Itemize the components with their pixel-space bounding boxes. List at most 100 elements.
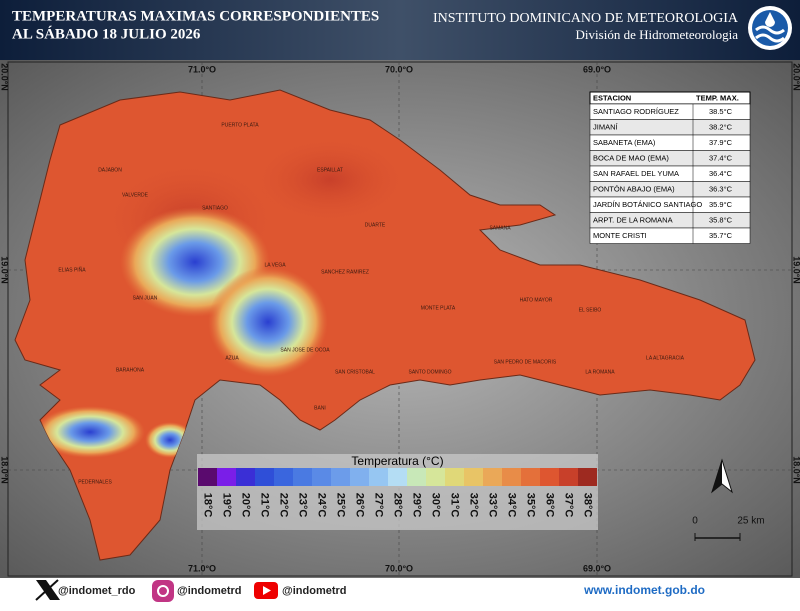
place-label: EL SEIBO: [579, 307, 602, 313]
x-icon: [35, 579, 60, 601]
legend-label: 23°C: [297, 493, 309, 518]
place-label: HATO MAYOR: [520, 297, 553, 303]
title-line: TEMPERATURAS MAXIMAS CORRESPONDIENTES: [12, 8, 379, 24]
lat-label: 19.0°N: [0, 256, 10, 284]
legend-label: 20°C: [240, 493, 252, 518]
lon-label: 71.0°O: [188, 563, 216, 573]
table-cell: 36.4°C: [709, 169, 733, 178]
legend-swatch: [464, 468, 483, 486]
table-cell: JARDÍN BOTÁNICO SANTIAGO: [593, 200, 702, 209]
legend-swatch: [255, 468, 274, 486]
legend-swatch: [578, 468, 597, 486]
table-cell: 38.2°C: [709, 123, 733, 132]
institute: INSTITUTO DOMINICANO DE METEOROLOGIA: [433, 11, 739, 26]
table-cell: BOCA DE MAO (EMA): [593, 154, 669, 163]
legend-label: 30°C: [430, 493, 442, 518]
table-cell: SAN RAFAEL DEL YUMA: [593, 169, 679, 178]
legend-swatch: [236, 468, 255, 486]
table-cell: 35.9°C: [709, 200, 733, 209]
legend-swatch: [331, 468, 350, 486]
place-label: VALVERDE: [122, 192, 149, 198]
lon-label: 70.0°O: [385, 563, 413, 573]
legend-swatch: [217, 468, 236, 486]
legend-swatch: [521, 468, 540, 486]
island: [14, 89, 756, 561]
legend-swatch: [483, 468, 502, 486]
social-handle: @indometrd: [282, 585, 347, 597]
place-label: SAMANA: [489, 225, 511, 231]
place-label: BARAHONA: [116, 367, 145, 373]
table-row: [589, 227, 751, 244]
legend-label: 19°C: [221, 493, 233, 518]
place-label: SANCHEZ RAMIREZ: [321, 269, 369, 275]
social-handle: @indometrd: [177, 585, 242, 597]
lat-label: 18.0°N: [792, 456, 800, 484]
place-label: BANI: [314, 405, 326, 411]
lat-label: 19.0°N: [792, 256, 800, 284]
legend-swatch: [350, 468, 369, 486]
logo: [748, 6, 792, 50]
table-cell: 36.3°C: [709, 185, 733, 194]
division: División de Hidrometeorologia: [576, 27, 739, 42]
table-cell: 37.4°C: [709, 154, 733, 163]
legend-swatch: [274, 468, 293, 486]
place-label: SAN JOSE DE OCOA: [280, 347, 330, 353]
legend-swatch: [293, 468, 312, 486]
legend-swatch: [559, 468, 578, 486]
place-label: LA ALTAGRACIA: [646, 355, 685, 361]
place-label: PUERTO PLATA: [221, 122, 259, 128]
legend-swatch: [502, 468, 521, 486]
place-label: LA VEGA: [264, 262, 286, 268]
legend-label: 37°C: [563, 493, 575, 518]
legend-label: 21°C: [259, 493, 271, 518]
legend-label: 26°C: [354, 493, 366, 518]
legend-label: 32°C: [468, 493, 480, 518]
scale-label: 25 km: [737, 516, 764, 527]
lat-label: 20.0°N: [0, 63, 10, 91]
place-label: AZUA: [225, 355, 239, 361]
legend-label: 34°C: [506, 493, 518, 518]
scale-bar: [694, 533, 741, 541]
scale-label: 0: [692, 516, 698, 527]
place-label: PEDERNALES: [78, 479, 112, 485]
table-cell: MONTE CRISTI: [593, 231, 647, 240]
lon-label: 71.0°O: [188, 64, 216, 74]
instagram-icon: [152, 580, 174, 602]
legend-swatch: [445, 468, 464, 486]
website[interactable]: www.indomet.gob.do: [583, 583, 705, 597]
place-label: DUARTE: [365, 222, 386, 228]
place-label: ELIAS PIÑA: [58, 266, 86, 273]
place-label: SANTO DOMINGO: [409, 369, 452, 375]
legend-label: 33°C: [487, 493, 499, 518]
place-label: SANTIAGO: [202, 205, 228, 211]
table-cell: PONTÓN ABAJO (EMA): [593, 185, 675, 194]
table-cell: SABANETA (EMA): [593, 138, 656, 147]
legend-label: 36°C: [544, 493, 556, 518]
legend-swatch: [540, 468, 559, 486]
lon-label: 69.0°O: [583, 64, 611, 74]
place-label: SAN JUAN: [133, 295, 158, 301]
lon-label: 69.0°O: [583, 563, 611, 573]
legend-label: 18°C: [202, 493, 214, 518]
table-cell: 37.9°C: [709, 138, 733, 147]
place-label: MONTE PLATA: [421, 305, 456, 311]
legend-label: 22°C: [278, 493, 290, 518]
legend-box: [197, 454, 598, 530]
youtube-icon: [254, 582, 278, 599]
legend-swatch: [312, 468, 331, 486]
header-bar: [0, 0, 800, 60]
legend-swatch: [198, 468, 217, 486]
legend-swatch: [369, 468, 388, 486]
title-line: AL SÁBADO 18 JULIO 2026: [12, 25, 201, 42]
legend-label: 31°C: [449, 493, 461, 518]
lat-label: 18.0°N: [0, 456, 10, 484]
table-cell: ARPT. DE LA ROMANA: [593, 216, 673, 225]
legend-label: 25°C: [335, 493, 347, 518]
north-arrow: [711, 458, 733, 494]
legend-label: 28°C: [392, 493, 404, 518]
legend-label: 24°C: [316, 493, 328, 518]
place-label: ESPAILLAT: [317, 167, 343, 173]
place-label: SAN PEDRO DE MACORIS: [494, 359, 557, 365]
table-header: TEMP. MAX.: [696, 93, 739, 102]
